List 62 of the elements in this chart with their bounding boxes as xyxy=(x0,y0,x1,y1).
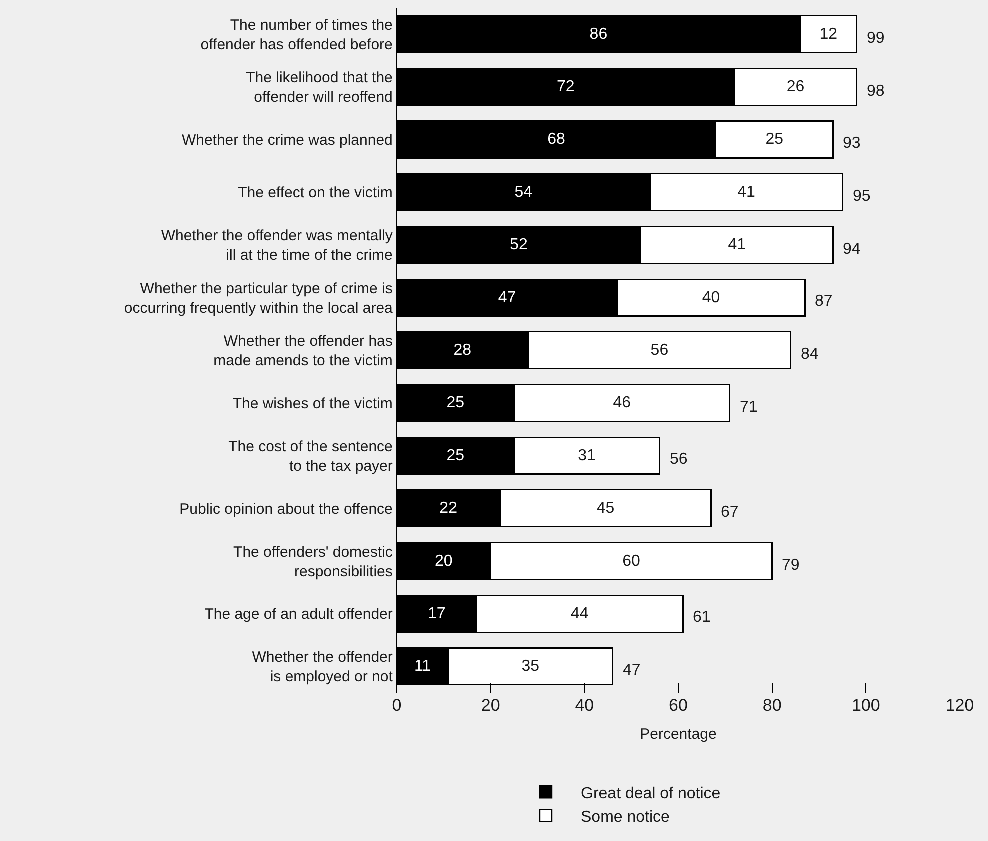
data-label: 22 xyxy=(440,500,458,518)
y-tick-label: The likelihood that the offender will reoffend xyxy=(246,70,393,106)
data-label: 47 xyxy=(498,289,516,306)
y-tick-label: The offenders' domestic responsibilities xyxy=(234,544,394,580)
data-label: 44 xyxy=(571,605,589,622)
total-label: 56 xyxy=(670,451,688,468)
y-tick-label: The number of times the offender has offended before xyxy=(200,16,393,54)
y-tick-label: Whether the crime was planned xyxy=(182,132,393,149)
y-tick-label: The age of an adult offender xyxy=(204,606,393,624)
data-label: 56 xyxy=(650,342,669,359)
total-label: 47 xyxy=(623,662,641,679)
data-label: 20 xyxy=(434,552,453,570)
data-label: 11 xyxy=(414,658,432,676)
total-label: 79 xyxy=(782,557,800,574)
legend-label: Great deal of notice xyxy=(581,785,721,802)
total-label: 98 xyxy=(867,83,885,100)
y-tick-label: Whether the particular type of crime is occurring frequently within the local area xyxy=(124,280,394,317)
total-label: 61 xyxy=(693,609,711,626)
data-label: 26 xyxy=(786,78,805,96)
data-label: 25 xyxy=(446,394,465,412)
data-label: 28 xyxy=(454,342,472,359)
total-label: 87 xyxy=(815,293,833,310)
data-label: 25 xyxy=(766,131,784,148)
y-tick-label: Whether the offender is employed or not xyxy=(252,649,394,686)
data-label: 17 xyxy=(428,605,446,622)
data-label: 31 xyxy=(578,447,596,464)
x-tick-label: 120 xyxy=(946,696,974,715)
data-label: 41 xyxy=(728,236,746,254)
data-label: 86 xyxy=(590,26,608,43)
data-label: 40 xyxy=(702,289,720,306)
data-label: 46 xyxy=(613,394,632,412)
data-label: 72 xyxy=(556,78,575,96)
total-label: 67 xyxy=(721,504,739,521)
data-label: 12 xyxy=(820,26,838,43)
total-label: 99 xyxy=(867,30,885,47)
x-tick-label: 100 xyxy=(852,696,880,715)
data-label: 54 xyxy=(514,184,533,201)
x-tick-label: 80 xyxy=(762,696,782,715)
data-label: 68 xyxy=(548,131,566,148)
x-tick-label: 20 xyxy=(481,696,500,715)
total-label: 95 xyxy=(853,188,871,205)
data-label: 25 xyxy=(446,447,465,464)
x-tick-label: 60 xyxy=(669,696,688,715)
data-label: 41 xyxy=(738,184,756,201)
y-tick-label: The cost of the sentence to the tax payer xyxy=(228,438,393,475)
data-label: 45 xyxy=(596,500,615,518)
x-tick-label: 0 xyxy=(392,696,402,715)
data-label: 60 xyxy=(622,552,641,570)
data-label: 52 xyxy=(510,236,528,254)
total-label: 94 xyxy=(843,241,861,258)
y-tick-label: The wishes of the victim xyxy=(232,395,393,412)
total-label: 71 xyxy=(740,399,758,416)
total-label: 84 xyxy=(801,346,819,363)
y-tick-label: Whether the offender has made amends to the victim xyxy=(214,333,393,370)
data-label: 35 xyxy=(522,658,540,676)
total-label: 93 xyxy=(843,135,861,152)
x-tick-label: 40 xyxy=(575,696,594,715)
y-tick-label: Public opinion about the offence xyxy=(180,500,393,518)
y-tick-label: The effect on the victim xyxy=(238,184,393,202)
legend-label: Some notice xyxy=(581,809,670,826)
x-axis-title: Percentage xyxy=(640,726,717,743)
y-tick-label: Whether the offender was mentally ill at the time of the crime xyxy=(161,228,394,264)
